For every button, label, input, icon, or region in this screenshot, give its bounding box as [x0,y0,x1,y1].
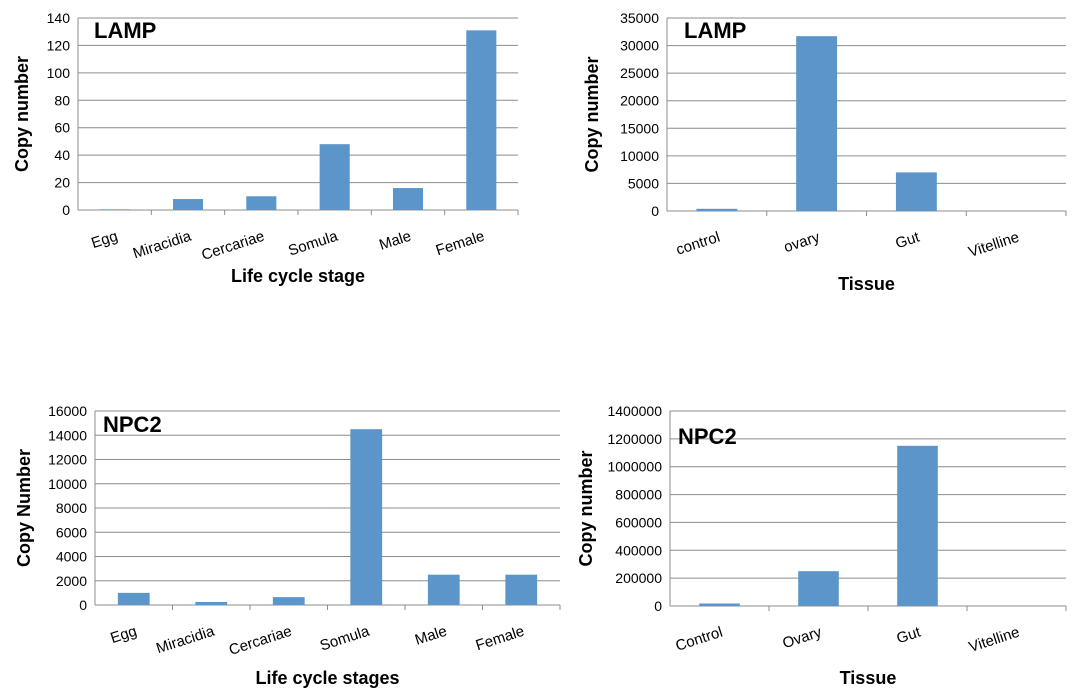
y-tick-label: 120 [47,37,71,53]
chart-npc2-lifecycle: 0 2000 4000 6000 8000 10000 12000 14000 16000 Egg… [14,403,561,688]
chart-title: NPC2 [678,424,737,449]
y-tick-label: 10000 [620,148,659,164]
y-tick-label: 600000 [615,514,662,530]
bar [272,597,305,605]
y-tick-label: 0 [79,597,87,613]
y-tick-label: 40 [54,147,70,163]
bar [505,574,538,605]
y-tick-label: 140 [47,10,71,26]
y-tick-label: 8000 [56,500,87,516]
x-tick-label: Gut [893,228,922,252]
y-tick-label: 1000000 [607,459,662,475]
bar [895,172,937,211]
x-tick-label: Somula [286,227,340,259]
chart-npc2-tissue: 0 200000 400000 600000 800000 1000000 1200000 1… [576,403,1067,688]
x-tick-label: Cercariae [227,623,294,659]
y-tick-label: 0 [62,202,70,218]
y-axis-label: Copy number [582,56,602,172]
bar [319,144,350,210]
x-tick-label: Cercariae [199,228,266,264]
y-tick-label: 35000 [620,10,659,26]
y-tick-label: 200000 [615,570,662,586]
chart-lamp-lifecycle: 0 20 40 60 80 100 120 140 Egg Miracidia Cercariae S… [12,10,519,286]
x-tick-label: Miracidia [154,622,217,657]
bar [897,445,938,606]
y-tick-label: 14000 [48,427,87,443]
x-axis-label: Life cycle stage [231,266,365,286]
x-tick-label: Male [413,623,449,649]
y-tick-label: 20 [54,175,70,191]
y-tick-label: 20000 [620,93,659,109]
x-tick-label: Egg [89,228,120,252]
x-tick-label: Vitelline [967,624,1022,656]
bar [172,199,204,210]
chart-title: NPC2 [103,412,162,437]
chart-title: LAMP [94,18,156,43]
x-tick-label: Gut [894,623,923,647]
x-axis-label: Tissue [838,274,895,294]
x-tick-label: Female [434,228,487,260]
x-tick-label: Somula [318,622,372,654]
y-tick-label: 15000 [620,120,659,136]
bar [117,592,150,605]
x-tick-label: Control [673,624,724,655]
y-tick-label: 0 [651,203,659,219]
y-tick-label: 10000 [48,476,87,492]
bar [99,209,130,210]
x-axis-label: Life cycle stages [255,668,399,688]
y-tick-label: 2000 [56,573,87,589]
y-axis-label: Copy number [576,450,596,566]
bar [696,208,738,211]
x-tick-label: Egg [108,623,139,647]
x-tick-label: Vitelline [966,229,1021,261]
bar [350,429,383,605]
y-tick-label: 1400000 [607,403,662,419]
bar [466,30,497,210]
x-tick-label: Female [474,623,527,655]
y-tick-label: 30000 [620,38,659,54]
y-tick-label: 12000 [48,452,87,468]
chart-title: LAMP [684,18,746,43]
bar [796,36,838,211]
x-tick-label: ovary [782,228,823,256]
bar [195,601,228,605]
y-tick-label: 25000 [620,65,659,81]
y-tick-label: 4000 [56,549,87,565]
x-axis-label: Tissue [840,668,897,688]
x-tick-label: Ovary [780,623,824,652]
y-tick-label: 400000 [615,542,662,558]
chart-lamp-tissue: 0 5000 10000 15000 20000 25000 30000 35000 contr… [582,10,1067,294]
y-tick-label: 100 [47,65,71,81]
bar [699,603,740,606]
y-tick-label: 0 [654,598,662,614]
y-tick-label: 60 [54,120,70,136]
x-tick-label: control [674,229,722,259]
y-tick-label: 5000 [628,175,659,191]
x-tick-label: Male [377,228,413,254]
y-axis-label: Copy number [12,56,32,172]
y-axis-label: Copy Number [14,449,34,567]
bar [427,574,460,605]
bar [246,196,277,210]
y-tick-label: 1200000 [607,431,662,447]
bar [392,188,424,210]
y-tick-label: 800000 [615,487,662,503]
y-tick-label: 16000 [48,403,87,419]
bar [798,571,839,606]
x-tick-label: Miracidia [131,227,194,262]
y-tick-label: 6000 [56,524,87,540]
y-tick-label: 80 [54,92,70,108]
